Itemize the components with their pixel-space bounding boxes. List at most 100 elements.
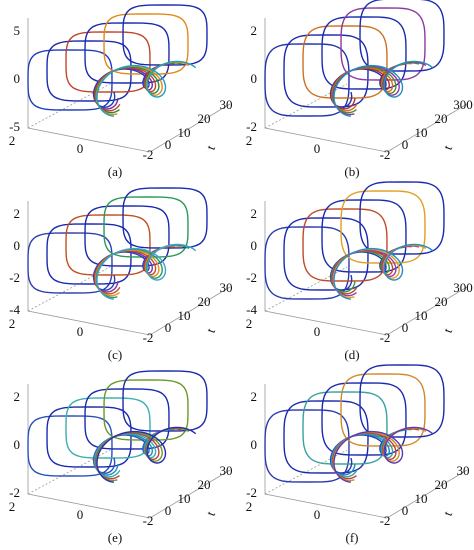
trajectory-loop [283, 34, 369, 108]
t-tick-label: 20 [198, 477, 211, 492]
x-tick-label: -2 [380, 147, 391, 162]
trajectory-loop [65, 214, 151, 276]
panel-caption: (a) [108, 164, 122, 179]
t-tick-label: 300 [453, 97, 473, 112]
x-tick-label: 0 [314, 507, 321, 522]
t-tick-label: 20 [435, 294, 448, 309]
trajectory-loop [359, 0, 445, 72]
t-tick-label: 20 [435, 477, 448, 492]
x-tick-label: 0 [77, 141, 84, 156]
z-tick-label: 0 [251, 238, 258, 253]
trajectory-loop [321, 382, 407, 456]
t-tick-label: 10 [178, 491, 191, 506]
trajectory-loop [283, 400, 369, 474]
trajectory-loop [103, 13, 189, 75]
t-tick-label: 0 [165, 320, 172, 335]
trajectory-spiral [333, 426, 434, 483]
t-axis-label: t [203, 509, 218, 518]
t-axis-label: t [203, 326, 218, 335]
t-axis-label: t [203, 143, 218, 152]
trajectory-loop [46, 223, 132, 285]
x-tick-label: -2 [380, 513, 391, 528]
trajectory-loop [321, 199, 407, 273]
x-tick-label: 2 [246, 133, 253, 148]
t-tick-label: 10 [415, 125, 428, 140]
trajectory-loop [122, 370, 208, 432]
trajectory-loop [65, 31, 151, 93]
x-tick-label: 0 [314, 141, 321, 156]
t-tick-label: 0 [402, 320, 409, 335]
panel-caption: (d) [344, 347, 359, 362]
x-tick-label: -2 [380, 330, 391, 345]
z-tick-label: -4 [9, 302, 20, 317]
trajectory-loop [103, 379, 189, 441]
trajectory-loop [122, 4, 208, 66]
z-tick-label: -2 [9, 485, 20, 500]
t-tick-label: 30 [220, 463, 233, 478]
z-tick-label: -4 [246, 302, 257, 317]
z-tick-label: -2 [246, 119, 257, 134]
x-tick-label: 2 [9, 133, 16, 148]
t-axis-label: t [440, 509, 455, 518]
z-tick-label: 2 [251, 206, 258, 221]
trajectory-spiral [333, 243, 434, 300]
x-tick-label: 2 [9, 316, 16, 331]
t-tick-label: 30 [220, 280, 233, 295]
z-tick-label: 0 [14, 437, 21, 452]
t-tick-label: 10 [415, 308, 428, 323]
t-tick-label: 10 [178, 308, 191, 323]
z-tick-label: 2 [251, 389, 258, 404]
z-tick-label: 0 [14, 238, 21, 253]
x-tick-label: 0 [77, 507, 84, 522]
t-tick-label: 300 [453, 280, 473, 295]
trajectory-loop [340, 373, 426, 447]
z-tick-label: -2 [246, 485, 257, 500]
z-tick-label: 2 [14, 389, 21, 404]
trajectory-loop [302, 25, 388, 99]
z-tick-label: 0 [14, 71, 21, 86]
t-tick-label: 0 [402, 503, 409, 518]
trajectory-spiral [96, 243, 197, 300]
panel-caption: (e) [108, 530, 122, 545]
trajectory-loop [340, 190, 426, 264]
trajectory-loop [283, 217, 369, 291]
z-tick-label: 0 [251, 71, 258, 86]
t-tick-label: 30 [457, 463, 470, 478]
axis-box [27, 384, 231, 519]
trajectory-loop [359, 364, 445, 438]
trajectory-loop [65, 397, 151, 459]
trajectory-spiral [333, 60, 434, 117]
x-tick-label: 2 [9, 499, 16, 514]
trajectory-loop [302, 208, 388, 282]
trajectory-loop [103, 196, 189, 258]
z-tick-label: 2 [251, 23, 258, 38]
z-tick-label: 2 [14, 206, 21, 221]
trajectory-loop [359, 181, 445, 255]
z-tick-label: -5 [9, 119, 20, 134]
panel-caption: (b) [344, 164, 359, 179]
trajectory-loop [264, 43, 350, 117]
axis-box [27, 18, 231, 153]
x-tick-label: -2 [143, 147, 154, 162]
axis-box [27, 201, 231, 336]
x-tick-label: 0 [314, 324, 321, 339]
trajectory-spiral [96, 426, 197, 483]
t-tick-label: 20 [198, 294, 211, 309]
panel-caption: (c) [108, 347, 122, 362]
t-axis-label: t [440, 143, 455, 152]
t-tick-label: 30 [220, 97, 233, 112]
panel-caption: (f) [346, 530, 359, 545]
z-tick-label: 5 [14, 23, 21, 38]
trajectory-loop [264, 226, 350, 300]
t-tick-label: 20 [198, 111, 211, 126]
trajectory-loop [122, 187, 208, 249]
trajectory-loop [46, 406, 132, 468]
x-tick-label: 0 [77, 324, 84, 339]
